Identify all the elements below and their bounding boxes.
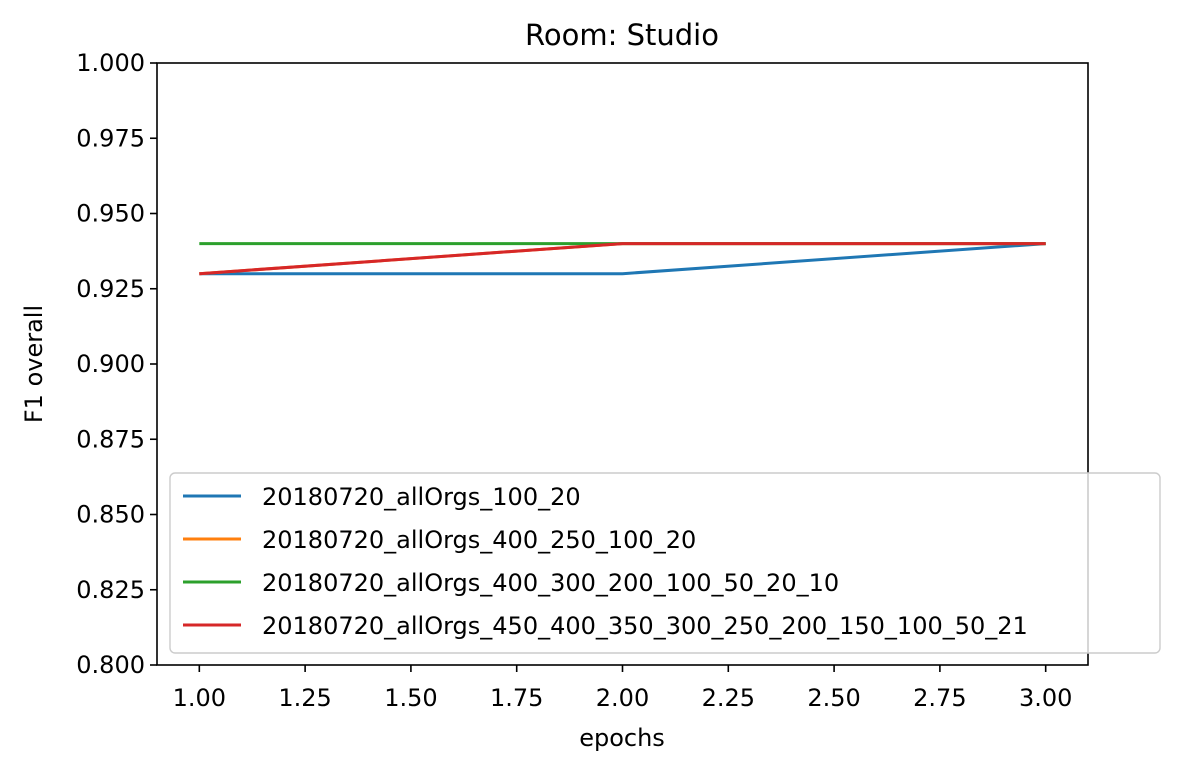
- y-tick-label: 0.825: [76, 576, 145, 604]
- x-axis-ticks: 1.00 1.25 1.50 1.75 2.00 2.25 2.50 2.75 3.00: [173, 665, 1072, 712]
- x-axis-label: epochs: [579, 724, 665, 752]
- x-tick-label: 3.00: [1019, 684, 1072, 712]
- y-axis-ticks: 0.800 0.825 0.850 0.875 0.900 0.925 0.950 0.975…: [76, 49, 157, 679]
- y-axis-label: F1 overall: [20, 305, 48, 423]
- series-line-4: [199, 242, 1046, 276]
- y-tick-label: 0.975: [76, 124, 145, 152]
- legend-label-4: 20180720_allOrgs_450_400_350_300_250_200…: [262, 612, 1028, 640]
- x-tick-label: 2.25: [702, 684, 755, 712]
- y-tick-label: 0.875: [76, 425, 145, 453]
- x-tick-label: 2.75: [913, 684, 966, 712]
- x-tick-label: 1.75: [490, 684, 543, 712]
- x-tick-label: 2.50: [807, 684, 860, 712]
- y-tick-label: 1.000: [76, 49, 145, 77]
- x-tick-label: 2.00: [596, 684, 649, 712]
- legend-label-1: 20180720_allOrgs_100_20: [262, 483, 581, 511]
- x-tick-label: 1.50: [384, 684, 437, 712]
- legend-box: [169, 472, 1161, 654]
- chart-title: Room: Studio: [525, 18, 719, 52]
- legend-label-3: 20180720_allOrgs_400_300_200_100_50_20_1…: [262, 569, 839, 597]
- y-tick-label: 0.900: [76, 350, 145, 378]
- plot-area-frame: [156, 62, 1089, 666]
- y-tick-label: 0.950: [76, 200, 145, 228]
- y-tick-label: 0.800: [76, 651, 145, 679]
- x-tick-label: 1.00: [173, 684, 226, 712]
- series-line-1: [199, 242, 1046, 276]
- series-line-2: [199, 242, 1046, 276]
- y-tick-label: 0.925: [76, 275, 145, 303]
- legend-label-2: 20180720_allOrgs_400_250_100_20: [262, 526, 696, 554]
- series-lines: [199, 242, 1046, 276]
- x-tick-label: 1.25: [278, 684, 331, 712]
- legend: 20180720_allOrgs_100_20 20180720_allOrgs_…: [169, 472, 1161, 654]
- y-tick-label: 0.850: [76, 501, 145, 529]
